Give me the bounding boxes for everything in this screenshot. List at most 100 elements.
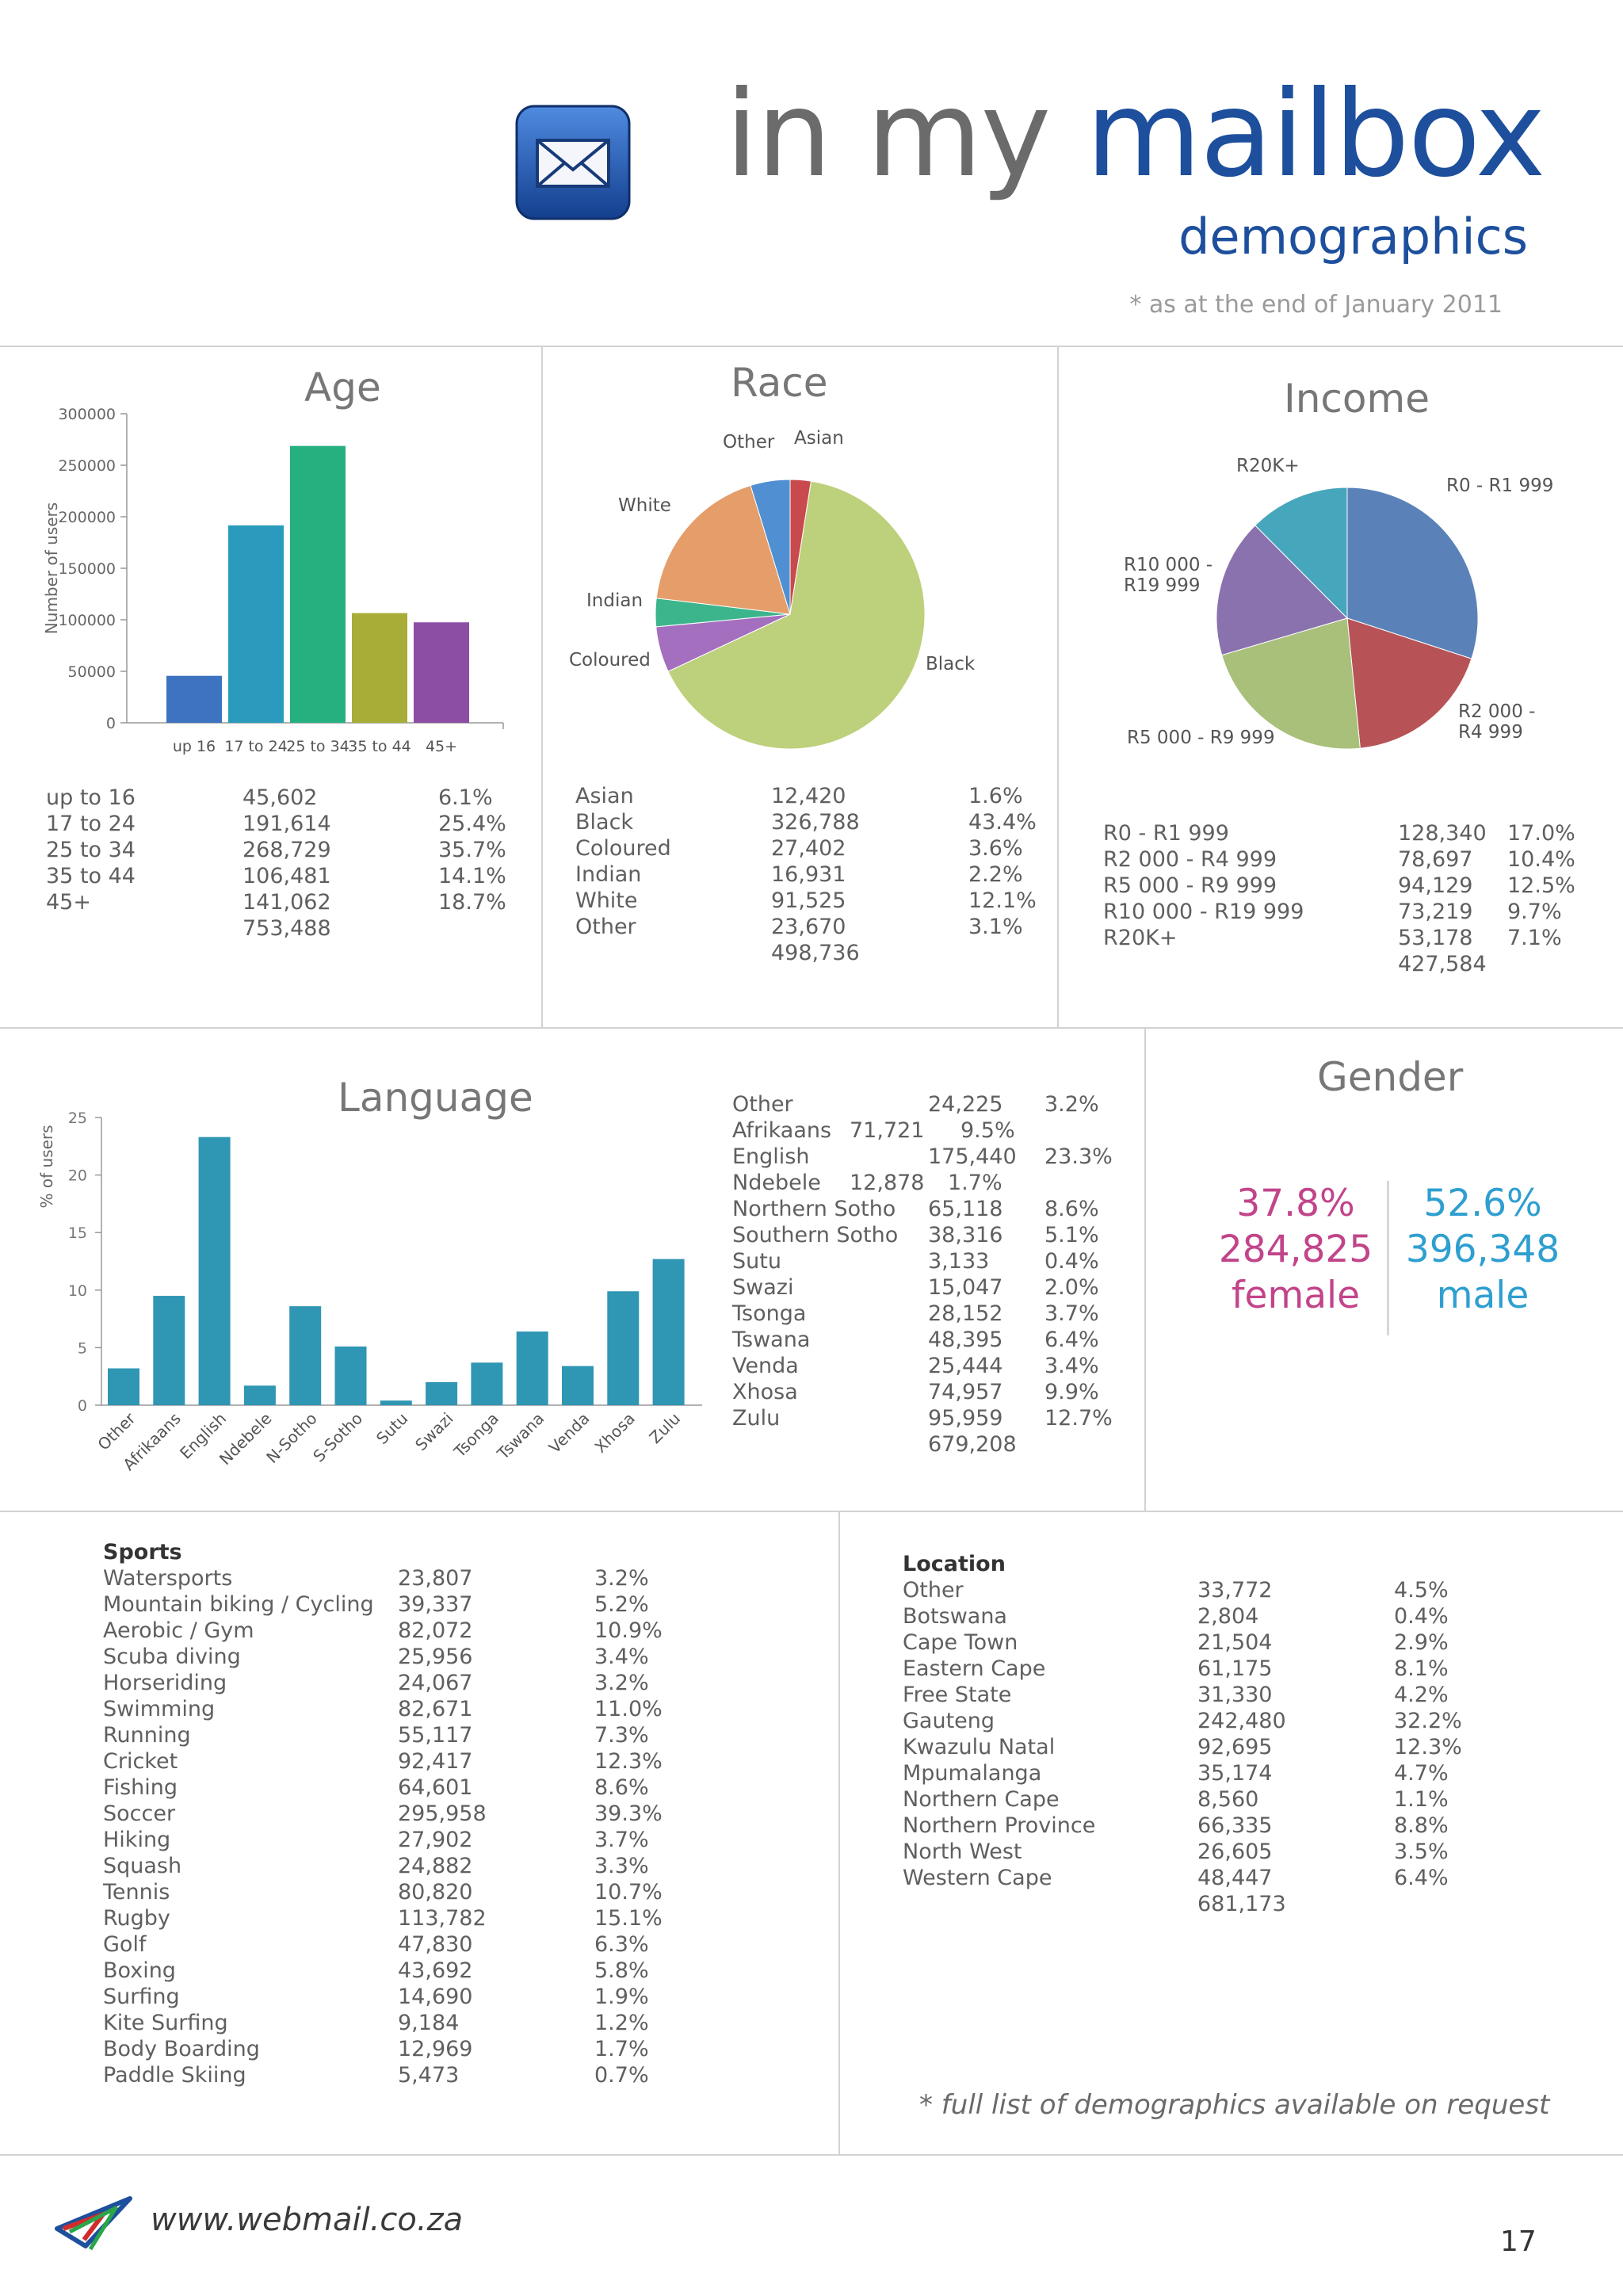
y-tick-label: 250000 [58,457,116,475]
age-pct: 18.7% [438,890,506,915]
loc-pct: 12.3% [1394,1735,1462,1759]
loc-pct: 6.4% [1394,1866,1449,1890]
income-title: Income [1284,376,1430,422]
x-tick-label: 17 to 24 [224,738,288,755]
age-count: 45,602 [242,785,318,810]
age-label: 45+ [46,890,91,915]
age-title: Age [304,365,381,411]
x-tick-label: S-Sotho [309,1409,366,1466]
sport-label: Surfing [103,1985,180,2009]
pie-slice [1254,487,1348,620]
race-label: White [575,888,638,913]
sport-count: 47,830 [398,1932,473,1957]
age-label: 25 to 34 [46,838,136,862]
race-label: Coloured [575,836,671,861]
divider [1057,346,1059,1027]
pie-label: Black [926,654,976,674]
sport-count: 5,473 [398,2063,460,2088]
loc-label: Free State [903,1683,1012,1707]
y-tick-label: 150000 [58,560,116,578]
loc-count: 2,804 [1197,1604,1259,1629]
x-tick-label: Xhosa [591,1409,639,1457]
male-pct: 52.6% [1423,1182,1542,1225]
language-bar [243,1385,276,1405]
income-total: 427,584 [1398,952,1487,976]
table-row: R2 000 - R4 999 78,697 10.4% [1103,846,1594,873]
lang-pct: 8.6% [1044,1197,1099,1221]
loc-pct: 4.2% [1394,1683,1449,1707]
table-row: Cricket 92,417 12.3% [103,1748,674,1775]
x-tick-label: Venda [545,1409,594,1457]
y-tick-label: 25 [68,1110,87,1127]
lang-label: Afrikaans [732,1118,832,1143]
sport-count: 23,807 [398,1566,473,1591]
race-label: Black [575,810,634,835]
age-label: up to 16 [46,785,136,810]
loc-label: Botswana [903,1604,1007,1629]
pie-label: R4 999 [1458,722,1523,743]
sport-pct: 1.2% [594,2011,649,2035]
table-row: R0 - R1 999 128,340 17.0% [1103,820,1594,846]
lang-count: 15,047 [928,1275,1003,1300]
income-label: R2 000 - R4 999 [1103,847,1277,872]
language-bar [607,1291,640,1405]
income-table: R0 - R1 999 128,340 17.0% R2 000 - R4 999 7… [1103,820,1594,977]
table-row: Mountain biking / Cycling 39,337 5.2% [103,1591,674,1618]
income-count: 78,697 [1398,847,1473,872]
table-row: Aerobic / Gym 82,072 10.9% [103,1618,674,1644]
table-row: up to 16 45,602 6.1% [46,785,521,811]
sport-pct: 12.3% [594,1749,663,1774]
table-row: 25 to 34 268,729 35.7% [46,837,521,863]
sport-label: Horseriding [103,1671,227,1695]
sport-pct: 3.2% [594,1566,649,1591]
sport-count: 14,690 [398,1985,473,2009]
sport-label: Hiking [103,1828,171,1852]
table-row: Squash 24,882 3.3% [103,1853,674,1879]
table-row: Tswana 48,395 6.4% [732,1327,1128,1353]
webmail-logo-icon [54,2194,133,2257]
table-row: Free State 31,330 4.2% [903,1682,1552,1708]
lang-count: 65,118 [928,1197,1003,1221]
age-total: 753,488 [242,916,331,941]
table-row: White 91,525 12.1% [575,888,1051,914]
lang-label: Other [732,1092,793,1117]
lang-label: Swazi [732,1275,794,1300]
loc-count: 21,504 [1197,1630,1273,1655]
website-link[interactable]: www.webmail.co.za [151,2202,464,2238]
sport-count: 82,671 [398,1697,473,1721]
income-label: R20K+ [1103,926,1178,950]
race-count: 91,525 [771,888,846,913]
pie-label: R5 000 - R9 999 [1127,728,1275,748]
table-row: Other 23,670 3.1% [575,914,1051,940]
lang-label: Northern Sotho [732,1197,896,1221]
lang-count: 95,959 [928,1406,1003,1431]
page-title: in my mailbox [725,75,1546,194]
loc-count: 92,695 [1197,1735,1273,1759]
race-label: Indian [575,862,642,887]
language-bar [289,1306,322,1405]
sport-count: 9,184 [398,2011,460,2035]
y-tick-label: 0 [78,1397,87,1415]
table-row: Other 24,225 3.2% [732,1091,1128,1117]
race-pct: 3.1% [968,915,1023,939]
table-row: Fishing 64,601 8.6% [103,1775,674,1801]
male-stats: 52.6% 396,348 male [1392,1181,1574,1319]
income-count: 73,219 [1398,900,1473,924]
x-tick-label: Tsonga [449,1409,502,1462]
female-stats: 37.8% 284,825 female [1205,1181,1387,1319]
pie-slice [1346,487,1479,659]
table-row: Kite Surfing 9,184 1.2% [103,2010,674,2036]
sport-label: Watersports [103,1566,233,1591]
table-row: R20K+ 53,178 7.1% [1103,925,1594,951]
pie-label: Asian [794,428,844,449]
loc-label: Kwazulu Natal [903,1735,1056,1759]
title-prefix: in my [725,66,1086,204]
table-row: Surfing 14,690 1.9% [103,1984,674,2010]
sport-pct: 3.4% [594,1645,649,1669]
loc-pct: 0.4% [1394,1604,1449,1629]
language-title: Language [338,1075,533,1121]
sport-label: Tennis [103,1880,170,1904]
lang-pct: 6.4% [1044,1328,1099,1352]
loc-count: 61,175 [1197,1656,1273,1681]
divider [0,2154,1623,2156]
